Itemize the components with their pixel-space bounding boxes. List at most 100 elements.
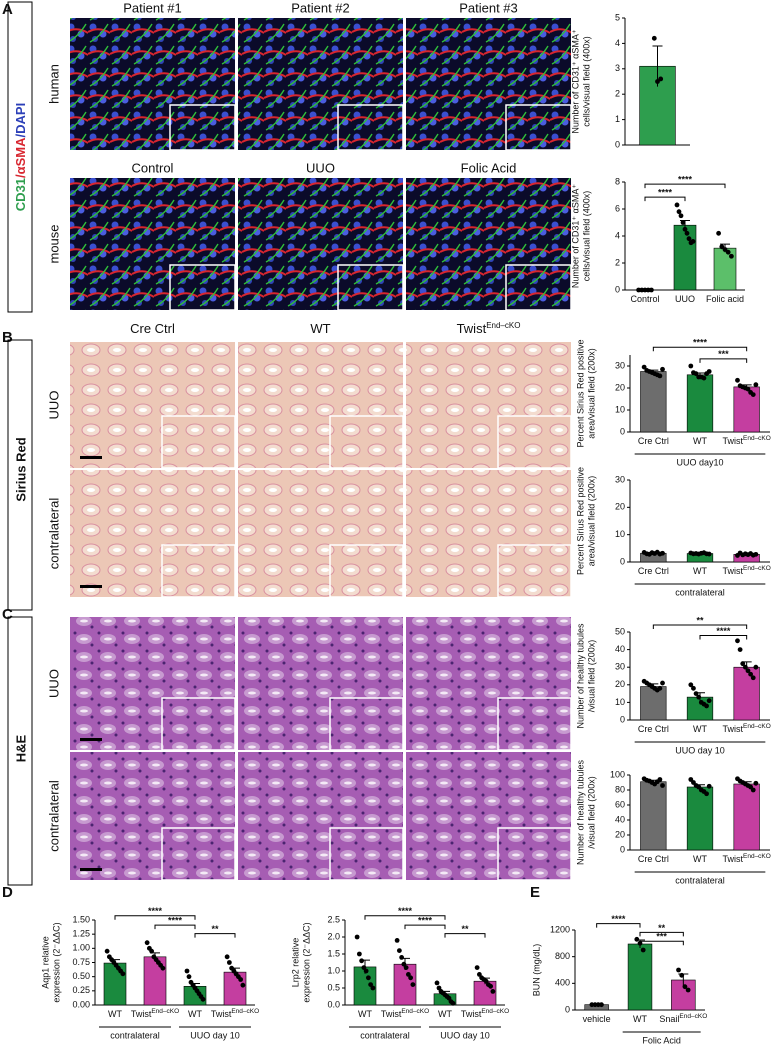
- column-label: Patient #1: [123, 0, 182, 15]
- y-tick-label: 10: [615, 697, 625, 707]
- y-tick-label: 20: [615, 382, 625, 392]
- stain-box: [7, 616, 33, 886]
- significance-label: ****: [693, 338, 708, 348]
- column-label-sup: End–cKO: [486, 321, 520, 330]
- x-tick-label-text: WT: [693, 854, 707, 864]
- data-point: [685, 987, 691, 993]
- y-axis-label: BUN (mg/dL): [531, 944, 541, 997]
- row-label: contralateral: [46, 780, 61, 852]
- y-tick-label: 10: [615, 529, 625, 539]
- x-tick-label-text: Twist: [131, 1009, 152, 1019]
- x-tick-label-text: WT: [108, 1009, 122, 1019]
- x-tick-label: Cre Ctrl: [638, 436, 669, 446]
- y-axis-label: Number of healthy tubules: [575, 623, 585, 729]
- inset: [497, 697, 572, 751]
- stain-label-part: /DAPI: [13, 103, 28, 138]
- x-tick-label: TwistEnd–cKO: [722, 565, 770, 576]
- inset: [161, 827, 236, 881]
- y-tick-label: 30: [615, 474, 625, 484]
- data-point: [748, 671, 754, 677]
- y-axis-label: Lrp2 relative: [290, 938, 300, 988]
- y-tick-label: 0: [565, 1004, 570, 1014]
- column-label-text: Twist: [457, 321, 487, 336]
- panel-label: D: [2, 884, 13, 901]
- y-tick-label: 10: [615, 404, 625, 414]
- significance-label: ****: [716, 626, 731, 636]
- data-point: [657, 777, 663, 782]
- significance-bracket: [444, 933, 486, 938]
- x-tick-label-sup: End–cKO: [743, 723, 771, 730]
- x-tick-label-sup: End–cKO: [401, 1008, 429, 1015]
- x-tick-label: WT: [633, 1014, 647, 1024]
- data-point: [658, 76, 664, 82]
- row-label: mouse: [46, 224, 61, 263]
- y-tick-label: 20: [615, 679, 625, 689]
- data-point: [399, 955, 405, 960]
- data-point: [660, 550, 665, 556]
- x-tick-label-text: WT: [188, 1009, 202, 1019]
- scale-bar: [80, 868, 102, 871]
- inset: [169, 264, 236, 311]
- inset: [329, 697, 404, 751]
- data-point: [719, 244, 725, 250]
- stain-label-part: CD31: [13, 178, 28, 211]
- data-point: [682, 226, 688, 232]
- y-tick-label: 80: [615, 784, 625, 794]
- data-point: [706, 783, 712, 789]
- x-tick-label-text: UUO: [675, 294, 695, 304]
- data-point: [686, 236, 692, 242]
- data-point: [160, 965, 166, 971]
- x-tick-label-text: Twist: [211, 1009, 232, 1019]
- data-point: [224, 954, 230, 960]
- y-tick-label: 1.5: [327, 948, 340, 958]
- data-point: [354, 934, 360, 940]
- y-axis-label: area/visual field (200x): [586, 476, 596, 567]
- x-tick-label-sup: End–cKO: [743, 565, 771, 572]
- x-tick-label: TwistEnd–cKO: [381, 1008, 429, 1019]
- y-tick-label: 4: [615, 38, 620, 48]
- x-tick-label: UUO: [675, 294, 695, 304]
- y-tick-label: 30: [615, 662, 625, 672]
- data-point: [676, 209, 682, 215]
- y-axis-label: Number of CD31⁺ αSMA⁺: [570, 184, 580, 288]
- data-point: [186, 974, 192, 980]
- y-axis-label: Percent Sirius Red positive: [575, 339, 585, 447]
- significance-label: ***: [718, 349, 729, 359]
- bar: [686, 374, 714, 433]
- significance-bracket: [644, 196, 686, 202]
- data-point: [370, 985, 376, 991]
- inset: [337, 264, 404, 311]
- row-label: UUO: [46, 391, 61, 420]
- data-point: [356, 951, 362, 957]
- column-label: UUO: [306, 160, 335, 175]
- data-point: [750, 392, 756, 397]
- panel-label: B: [2, 329, 13, 346]
- data-point: [745, 668, 751, 674]
- y-tick-label: 6: [615, 203, 620, 213]
- x-tick-label-text: Twist: [722, 566, 743, 576]
- inset: [497, 415, 572, 469]
- column-label: WT: [310, 321, 330, 336]
- x-tick-label-sup: End–cKO: [679, 1013, 707, 1020]
- column-label-text: Cre Ctrl: [130, 321, 175, 336]
- y-axis-label: Percent Sirius Red positive: [575, 467, 585, 575]
- x-tick-label: TwistEnd–cKO: [131, 1008, 179, 1019]
- y-tick-label: 0.0: [327, 999, 340, 1009]
- group-label: UUO day 10: [190, 1030, 240, 1040]
- data-point: [474, 965, 480, 970]
- x-tick-label: Control: [630, 294, 659, 304]
- data-point: [408, 975, 414, 981]
- significance-bracket: [639, 940, 684, 946]
- x-tick-label-text: WT: [358, 1009, 372, 1019]
- x-tick-label: WT: [693, 854, 707, 864]
- data-point: [737, 647, 743, 652]
- data-point: [394, 938, 400, 943]
- stain-box: [7, 339, 33, 611]
- data-point: [706, 369, 712, 374]
- y-tick-label: 1: [615, 114, 620, 124]
- x-tick-label: TwistEnd–cKO: [722, 435, 770, 446]
- column-label-text: WT: [310, 321, 330, 336]
- bar: [733, 666, 760, 721]
- group-label: contralateral: [675, 587, 725, 597]
- x-tick-label: WT: [108, 1009, 122, 1019]
